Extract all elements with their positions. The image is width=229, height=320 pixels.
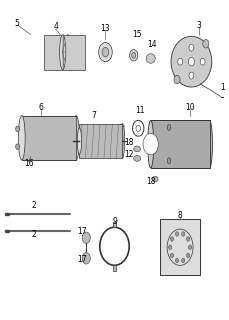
Ellipse shape xyxy=(18,116,25,160)
Circle shape xyxy=(132,52,136,58)
Circle shape xyxy=(82,252,90,264)
Ellipse shape xyxy=(167,124,171,131)
Ellipse shape xyxy=(134,146,141,152)
Circle shape xyxy=(188,57,194,66)
Circle shape xyxy=(187,237,190,241)
Circle shape xyxy=(170,253,174,258)
Circle shape xyxy=(200,58,205,65)
Text: 2: 2 xyxy=(32,202,37,211)
Circle shape xyxy=(189,72,194,79)
Circle shape xyxy=(203,39,209,48)
Circle shape xyxy=(182,258,185,263)
Circle shape xyxy=(136,125,141,132)
Text: 14: 14 xyxy=(148,40,157,49)
Circle shape xyxy=(188,245,192,250)
Text: 4: 4 xyxy=(53,22,58,31)
Text: 5: 5 xyxy=(14,19,19,28)
Ellipse shape xyxy=(16,126,20,132)
Circle shape xyxy=(143,133,158,155)
Text: 8: 8 xyxy=(178,211,183,220)
Circle shape xyxy=(174,75,180,84)
Ellipse shape xyxy=(152,176,158,182)
Ellipse shape xyxy=(146,54,155,63)
Text: 13: 13 xyxy=(101,24,110,33)
Ellipse shape xyxy=(120,124,125,158)
Ellipse shape xyxy=(65,35,71,69)
Ellipse shape xyxy=(148,120,154,168)
Text: 2: 2 xyxy=(32,230,37,239)
Circle shape xyxy=(175,232,179,236)
Circle shape xyxy=(170,237,174,241)
Polygon shape xyxy=(44,35,85,69)
Text: 9: 9 xyxy=(112,217,117,226)
Bar xyxy=(160,219,200,275)
Ellipse shape xyxy=(207,120,213,168)
Text: 1: 1 xyxy=(220,83,225,92)
Ellipse shape xyxy=(16,144,20,149)
Text: 11: 11 xyxy=(135,106,144,115)
Ellipse shape xyxy=(167,158,171,164)
Circle shape xyxy=(187,253,190,258)
Polygon shape xyxy=(79,124,123,158)
Text: 18: 18 xyxy=(124,138,134,147)
Bar xyxy=(113,221,116,227)
Circle shape xyxy=(99,43,112,62)
Ellipse shape xyxy=(171,36,212,87)
Circle shape xyxy=(82,232,90,244)
Polygon shape xyxy=(151,120,210,168)
Circle shape xyxy=(189,44,194,51)
Text: 12: 12 xyxy=(124,150,134,159)
Text: 15: 15 xyxy=(132,30,142,39)
Circle shape xyxy=(102,47,109,57)
Text: 18: 18 xyxy=(147,177,156,186)
Ellipse shape xyxy=(77,128,82,154)
Text: 6: 6 xyxy=(38,103,44,112)
Ellipse shape xyxy=(134,156,141,161)
Text: 16: 16 xyxy=(24,159,33,168)
Text: 17: 17 xyxy=(77,227,87,236)
Text: 7: 7 xyxy=(92,111,97,120)
Circle shape xyxy=(169,245,172,250)
Text: 10: 10 xyxy=(185,103,195,112)
Ellipse shape xyxy=(73,116,79,160)
Circle shape xyxy=(182,232,185,236)
Circle shape xyxy=(175,258,179,263)
Circle shape xyxy=(130,50,138,61)
Text: 17: 17 xyxy=(77,255,87,264)
Polygon shape xyxy=(22,116,76,160)
Text: 3: 3 xyxy=(197,21,202,30)
Circle shape xyxy=(178,58,183,65)
Bar xyxy=(113,265,116,271)
Ellipse shape xyxy=(60,35,66,69)
